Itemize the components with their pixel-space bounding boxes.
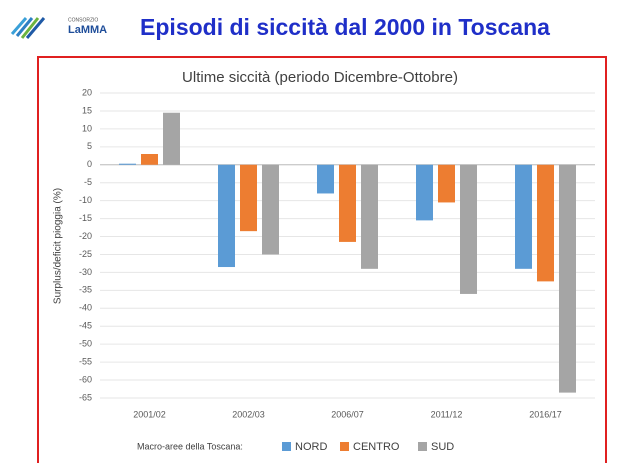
legend-label: SUD [431, 441, 454, 453]
chart-title: Ultime siccità (periodo Dicembre-Ottobre… [182, 69, 458, 86]
y-tick-label: -30 [79, 267, 92, 277]
y-tick-label: -35 [79, 285, 92, 295]
bar [119, 163, 136, 165]
bar [559, 164, 576, 393]
bar [515, 164, 532, 269]
y-tick-label: -10 [79, 195, 92, 205]
y-tick-label: -40 [79, 303, 92, 313]
legend-label: CENTRO [353, 441, 400, 453]
bar [163, 112, 180, 165]
y-tick-label: 0 [87, 159, 92, 169]
slide-title: Episodi di siccità dal 2000 in Toscana [140, 14, 550, 40]
bar [317, 164, 334, 194]
x-tick-label: 2016/17 [529, 409, 562, 419]
y-tick-label: 10 [82, 123, 92, 133]
bar [240, 164, 257, 232]
legend-label: NORD [295, 441, 327, 453]
x-tick-label: 2011/12 [431, 409, 463, 419]
y-tick-label: -65 [79, 392, 92, 402]
y-tick-label: 5 [87, 141, 92, 151]
logo-text: LaMMA [68, 24, 107, 36]
bar [141, 154, 158, 165]
x-tick-label: 2006/07 [331, 409, 364, 419]
y-tick-label: -60 [79, 374, 92, 384]
logo-icon [10, 17, 46, 39]
y-tick-label: 15 [82, 105, 92, 115]
logo-small: CONSORZIO [68, 17, 98, 23]
bar [416, 164, 433, 221]
bar [361, 164, 378, 269]
legend-title: Macro-aree della Toscana: [137, 441, 243, 451]
x-tick-label: 2002/03 [232, 409, 265, 419]
bar [438, 164, 455, 203]
bar [537, 164, 554, 282]
y-tick-label: -55 [79, 356, 92, 366]
bar [460, 164, 477, 294]
y-tick-label: -20 [79, 231, 92, 241]
legend-swatch [340, 442, 349, 451]
y-tick-label: -50 [79, 339, 92, 349]
y-tick-label: -45 [79, 321, 92, 331]
bar [339, 164, 356, 242]
y-tick-label: -5 [84, 177, 92, 187]
legend-swatch [282, 442, 291, 451]
bar [262, 164, 279, 255]
y-axis-label: Surplus/deficit pioggia (%) [53, 188, 64, 304]
x-tick-label: 2001/02 [133, 409, 166, 419]
y-tick-label: 20 [82, 87, 92, 97]
y-tick-label: -25 [79, 249, 92, 259]
bar [218, 164, 235, 268]
legend-swatch [418, 442, 427, 451]
y-tick-label: -15 [79, 213, 92, 223]
